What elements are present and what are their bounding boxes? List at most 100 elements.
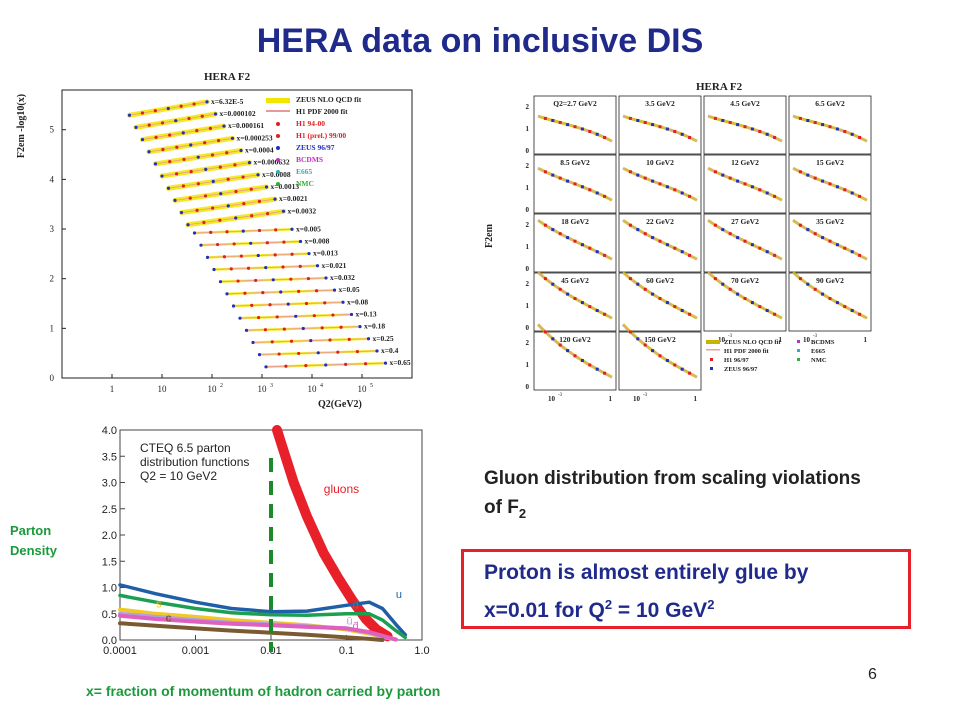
data-point bbox=[680, 132, 684, 136]
legend-label: NMC bbox=[811, 357, 827, 364]
panel-label: 70 GeV2 bbox=[731, 276, 759, 285]
panel-x-tick-exponent: -3 bbox=[558, 393, 563, 398]
conclusion-line-2-b: = 10 GeV bbox=[612, 599, 708, 622]
data-point bbox=[813, 232, 817, 236]
data-point bbox=[264, 365, 268, 369]
data-point bbox=[140, 137, 145, 142]
data-point bbox=[174, 119, 178, 123]
conclusion-sup-1: 2 bbox=[604, 597, 613, 612]
data-point bbox=[658, 297, 662, 300]
data-point bbox=[588, 130, 592, 133]
chart-title-line2: distribution functions bbox=[140, 455, 249, 469]
data-point bbox=[603, 253, 607, 257]
data-point bbox=[688, 371, 692, 375]
data-point bbox=[773, 136, 777, 139]
data-point bbox=[680, 309, 684, 312]
pdf-curve-u bbox=[118, 583, 408, 637]
data-point bbox=[314, 289, 319, 293]
y-axis-label: F2em bbox=[484, 223, 495, 248]
data-point bbox=[551, 173, 555, 177]
y-tick-label: 3 bbox=[50, 224, 55, 234]
data-point bbox=[247, 161, 252, 165]
data-point bbox=[179, 104, 183, 108]
panel-frame bbox=[618, 272, 702, 332]
data-point bbox=[301, 326, 305, 331]
data-point bbox=[204, 167, 208, 171]
data-point bbox=[264, 266, 268, 270]
data-point bbox=[225, 151, 229, 155]
y-tick-label: 2.0 bbox=[102, 530, 117, 542]
data-point bbox=[229, 267, 233, 271]
data-point bbox=[147, 123, 151, 127]
data-point bbox=[813, 176, 817, 180]
panel-y-tick-label: 2 bbox=[526, 221, 530, 229]
data-point bbox=[713, 116, 717, 120]
data-point bbox=[636, 228, 640, 232]
data-point bbox=[304, 301, 309, 306]
data-point bbox=[558, 232, 562, 236]
data-point bbox=[821, 179, 825, 183]
panel-x-tick-label: 10 bbox=[633, 395, 641, 403]
data-point bbox=[320, 326, 324, 330]
data-point bbox=[566, 349, 570, 353]
data-point bbox=[328, 338, 332, 342]
legend-marker bbox=[276, 134, 280, 138]
data-point bbox=[230, 136, 235, 140]
legend-label: ZEUS NLO QCD fit bbox=[296, 95, 362, 104]
data-point bbox=[603, 136, 607, 139]
data-point bbox=[558, 121, 562, 124]
data-point bbox=[236, 279, 240, 283]
data-point bbox=[160, 121, 165, 125]
data-point bbox=[257, 199, 262, 203]
data-point bbox=[580, 243, 584, 247]
data-point bbox=[573, 125, 577, 129]
legend-swatch bbox=[266, 98, 290, 103]
data-point bbox=[211, 206, 215, 210]
legend-marker bbox=[276, 146, 280, 150]
panel-y-tick-label: 1 bbox=[526, 302, 530, 310]
legend-marker bbox=[797, 349, 800, 352]
legend-label: H1 94-00 bbox=[296, 119, 325, 128]
panel-label: 90 GeV2 bbox=[816, 276, 844, 285]
data-point bbox=[273, 197, 277, 201]
parton-density-label: Parton Density bbox=[10, 523, 57, 558]
panel-label: 6.5 GeV2 bbox=[815, 99, 845, 108]
data-point bbox=[239, 148, 243, 153]
data-point bbox=[226, 204, 230, 208]
x-bin-label: x=0.0004 bbox=[245, 145, 274, 154]
data-point bbox=[234, 189, 238, 194]
legend-marker bbox=[276, 158, 280, 162]
data-point bbox=[773, 253, 777, 257]
data-point bbox=[603, 194, 607, 198]
data-point bbox=[222, 255, 227, 259]
x-tick-label: 10 bbox=[158, 384, 168, 394]
panel-label: 10 GeV2 bbox=[646, 158, 674, 167]
data-point bbox=[324, 276, 328, 280]
panel-label: 27 GeV2 bbox=[731, 217, 759, 226]
data-point bbox=[736, 179, 740, 183]
data-point bbox=[665, 243, 669, 247]
data-point bbox=[264, 185, 269, 189]
data-point bbox=[850, 309, 854, 312]
data-point bbox=[332, 288, 337, 292]
data-point bbox=[297, 289, 301, 293]
x-tick-label: 0.1 bbox=[339, 645, 354, 657]
data-point bbox=[331, 313, 335, 317]
data-point bbox=[233, 163, 237, 167]
panel-label: 15 GeV2 bbox=[816, 158, 844, 167]
data-point bbox=[806, 119, 810, 122]
data-point bbox=[665, 301, 669, 305]
data-point bbox=[290, 227, 294, 231]
y-tick-label: 4.0 bbox=[102, 425, 117, 437]
data-point bbox=[588, 305, 592, 309]
data-point bbox=[160, 174, 164, 178]
slide-title: HERA data on inclusive DIS bbox=[256, 22, 704, 60]
data-point bbox=[843, 188, 847, 192]
panel-x-tick-label: 1 bbox=[864, 336, 868, 344]
data-point bbox=[603, 371, 607, 375]
data-point bbox=[595, 367, 599, 371]
data-point bbox=[173, 198, 177, 202]
data-point bbox=[271, 278, 275, 282]
x-bin-label: x=0.13 bbox=[356, 309, 377, 318]
pdf-curve-d bbox=[118, 593, 408, 640]
